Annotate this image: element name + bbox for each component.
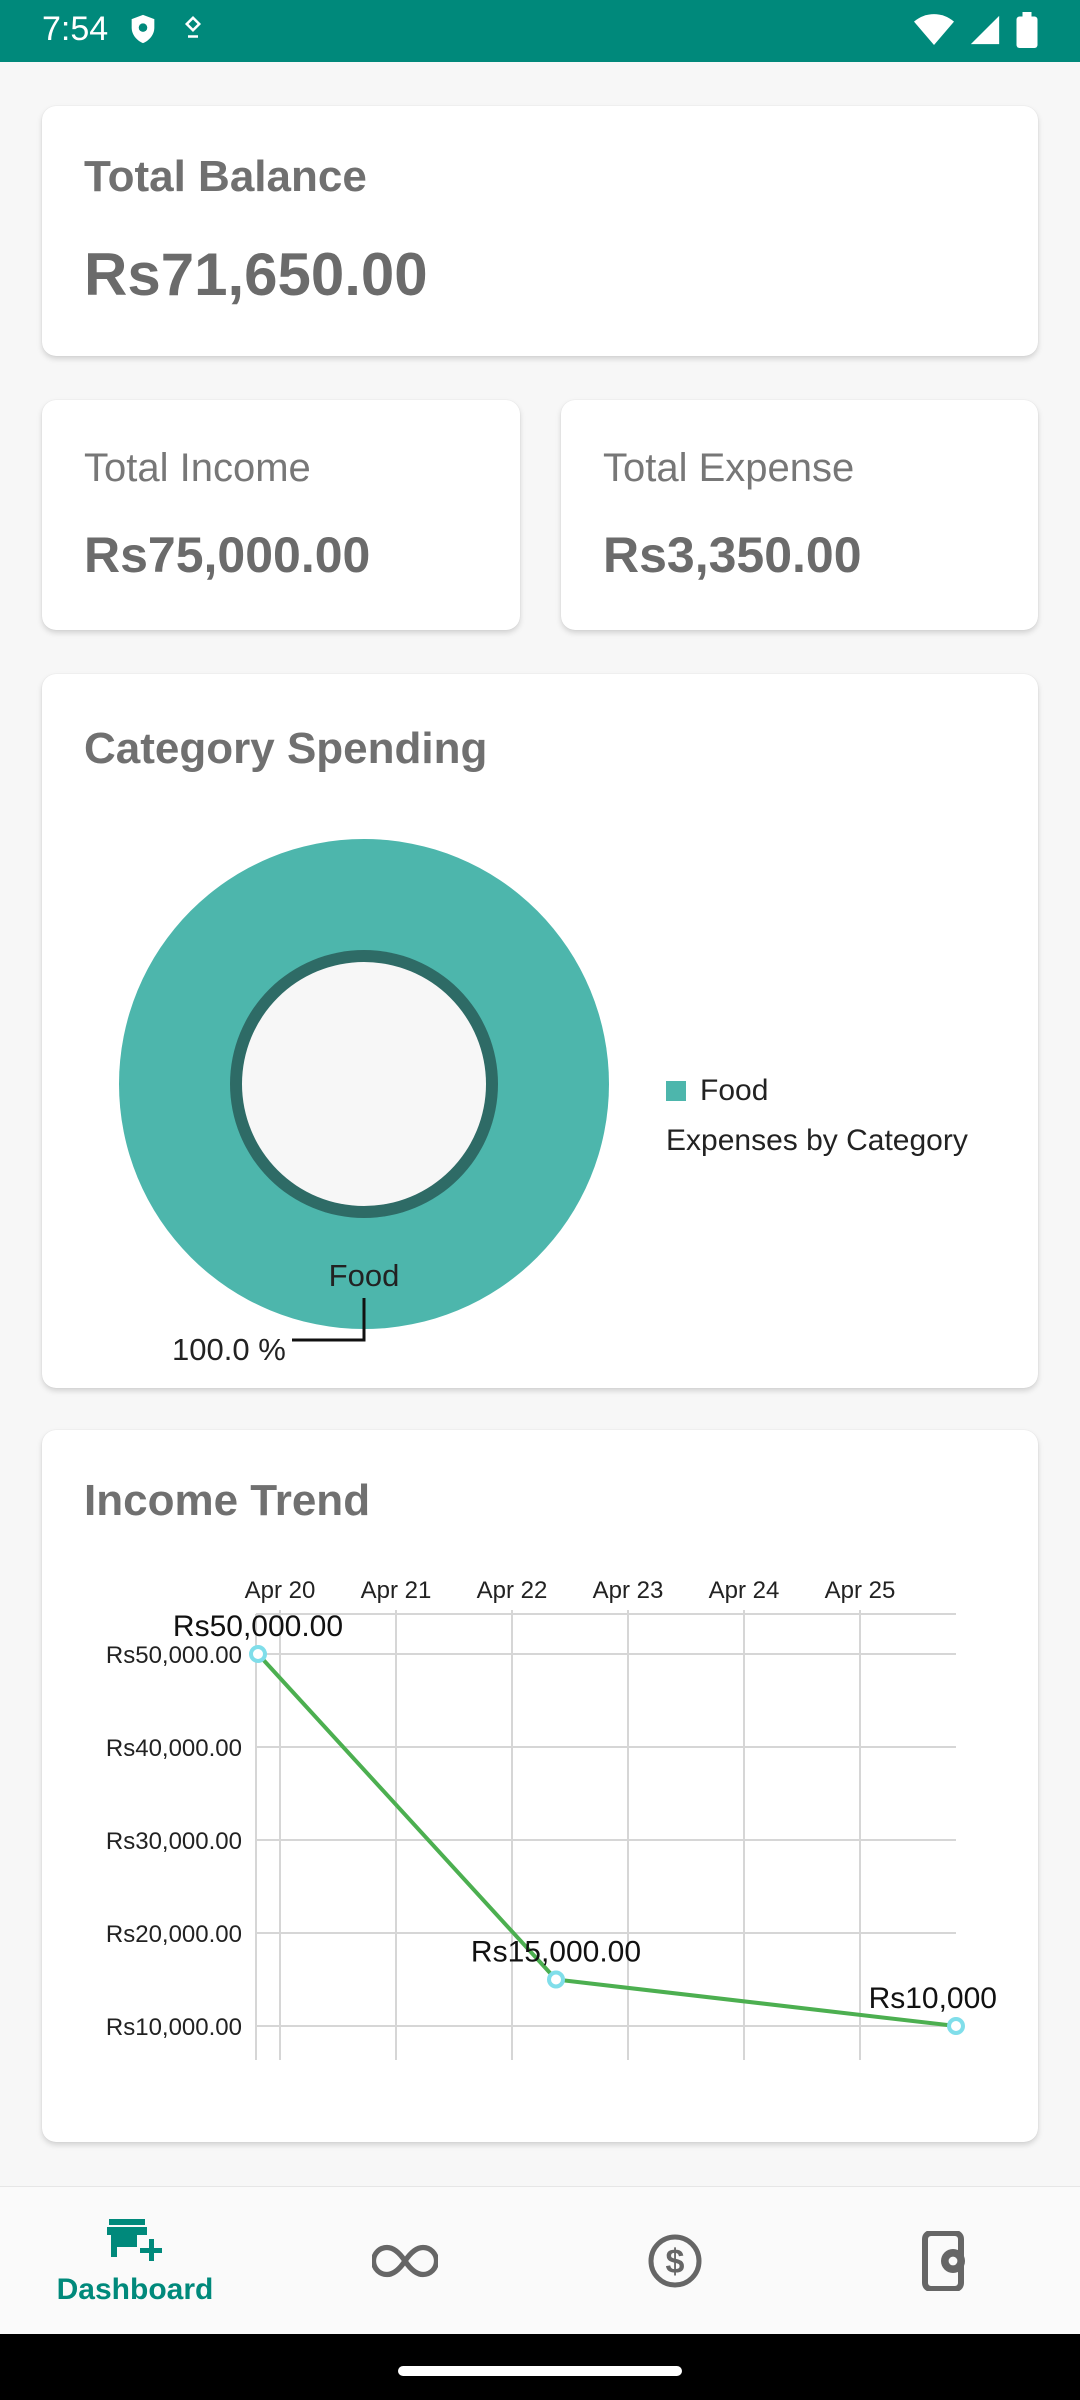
category-spending-card: Category Spending Food 100.0 % Food Expe… — [42, 674, 1038, 1388]
y-tick-label: Rs50,000.00 — [106, 1642, 242, 1669]
data-point — [249, 1645, 267, 1663]
x-tick-label: Apr 21 — [361, 1577, 432, 1604]
nav-dashboard[interactable]: Dashboard — [0, 2187, 270, 2335]
dollar-circle-icon: $ — [648, 2234, 702, 2288]
status-bar: 7:54 — [0, 0, 1080, 62]
total-balance-card: Total Balance Rs71,650.00 — [42, 106, 1038, 356]
total-income-card: Total Income Rs75,000.00 — [42, 400, 520, 630]
x-tick-label: Apr 22 — [477, 1577, 548, 1604]
data-label: Rs15,000.00 — [471, 1936, 641, 1969]
donut-hole — [242, 962, 486, 1206]
nav-transactions[interactable]: $ — [540, 2187, 810, 2335]
total-balance-title: Total Balance — [84, 152, 367, 201]
x-tick-label: Apr 20 — [245, 1577, 316, 1604]
data-label: Rs50,000.00 — [173, 1610, 343, 1643]
chart-legend: Food Expenses by Category — [666, 1074, 968, 1158]
wifi-icon — [914, 14, 954, 45]
slice-label-leader-line — [292, 1298, 366, 1342]
total-expense-amount: Rs3,350.00 — [603, 527, 862, 583]
income-trend-chart: Rs50,000.00 Rs40,000.00 Rs30,000.00 Rs20,00… — [106, 1577, 997, 2060]
bottom-navigation: Dashboard $ — [0, 2186, 1080, 2334]
location-pin-icon — [184, 15, 202, 38]
nav-dashboard-label: Dashboard — [56, 2273, 214, 2306]
income-trend-card: Income Trend Rs50,000.00 Rs40,000.00 Rs30,… — [42, 1430, 1038, 2142]
phone-settings-icon — [922, 2231, 965, 2291]
nav-recurring[interactable] — [270, 2187, 540, 2335]
status-time: 7:54 — [42, 10, 109, 48]
gesture-handle[interactable] — [398, 2366, 682, 2376]
legend-swatch-food — [666, 1081, 686, 1101]
total-income-label: Total Income — [84, 446, 311, 490]
category-donut-chart: Food 100.0 % — [119, 839, 609, 1367]
y-tick-label: Rs10,000.00 — [106, 2014, 242, 2041]
signal-icon — [970, 15, 1000, 45]
y-tick-label: Rs20,000.00 — [106, 1921, 242, 1948]
total-expense-label: Total Expense — [603, 446, 855, 490]
total-income-amount: Rs75,000.00 — [84, 527, 371, 583]
legend-description: Expenses by Category — [666, 1124, 968, 1157]
slice-label-food: Food — [329, 1258, 400, 1293]
svg-text:$: $ — [666, 2243, 685, 2281]
nav-settings[interactable] — [810, 2187, 1080, 2335]
x-tick-label: Apr 23 — [593, 1577, 664, 1604]
y-tick-label: Rs30,000.00 — [106, 1828, 242, 1855]
x-tick-label: Apr 25 — [825, 1577, 896, 1604]
store-add-icon — [107, 2219, 162, 2261]
gesture-navigation-bar — [0, 2334, 1080, 2400]
category-spending-title: Category Spending — [84, 724, 488, 773]
data-point — [547, 1970, 565, 1989]
battery-icon — [1016, 12, 1038, 48]
legend-item-food: Food — [700, 1074, 769, 1107]
data-label: Rs10,000 — [869, 1982, 997, 2015]
infinity-icon — [372, 2244, 438, 2278]
income-trend-title: Income Trend — [84, 1476, 371, 1525]
shield-icon — [131, 14, 155, 44]
data-point — [947, 2017, 965, 2035]
slice-label-percent: 100.0 % — [172, 1332, 286, 1367]
x-tick-label: Apr 24 — [709, 1577, 780, 1604]
y-tick-label: Rs40,000.00 — [106, 1735, 242, 1762]
total-balance-amount: Rs71,650.00 — [84, 241, 428, 308]
total-expense-card: Total Expense Rs3,350.00 — [561, 400, 1038, 630]
